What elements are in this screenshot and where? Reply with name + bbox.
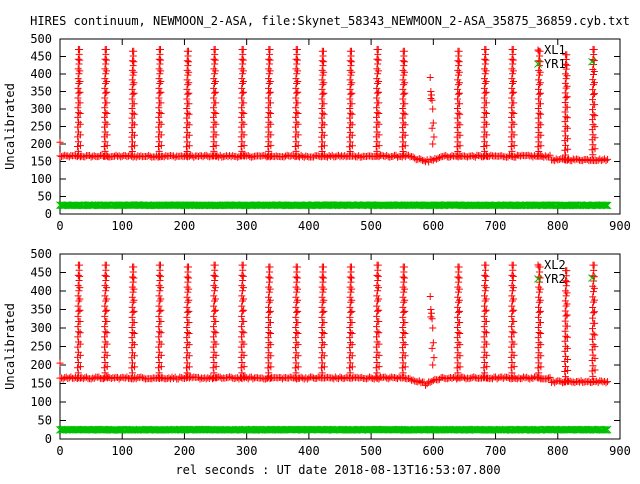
- x-tick-label: 600: [422, 219, 444, 233]
- x-tick-label: 700: [485, 219, 507, 233]
- y-tick-label: 350: [30, 85, 52, 99]
- y-tick-label: 200: [30, 137, 52, 151]
- series-yr1: [56, 57, 612, 210]
- x-tick-label: 900: [609, 444, 631, 458]
- y-tick-label: 150: [30, 377, 52, 391]
- legend-label: YR2: [544, 272, 566, 286]
- series-xl1: [56, 46, 612, 166]
- x-tick-label: 100: [111, 219, 133, 233]
- y-tick-label: 0: [45, 432, 52, 446]
- y-tick-label: 450: [30, 266, 52, 280]
- x-tick-label: 0: [56, 444, 63, 458]
- x-tick-label: 400: [298, 444, 320, 458]
- x-tick-label: 500: [360, 444, 382, 458]
- legend-label: XL2: [544, 258, 566, 272]
- legend-marker: [534, 46, 542, 54]
- y-tick-label: 250: [30, 120, 52, 134]
- x-tick-label: 800: [547, 219, 569, 233]
- x-tick-label: 400: [298, 219, 320, 233]
- x-tick-label: 900: [609, 219, 631, 233]
- x-tick-label: 300: [236, 444, 258, 458]
- chart-panel-2: 0 50 100 150 200 250 300 350 400 450 500 0 100 200 300…: [3, 247, 631, 458]
- x-tick-label: 300: [236, 219, 258, 233]
- y-tick-label: 0: [45, 207, 52, 221]
- y-tick-label: 300: [30, 321, 52, 335]
- x-tick-label: 200: [174, 219, 196, 233]
- y-tick-label: 300: [30, 102, 52, 116]
- y-tick-label: 50: [38, 414, 52, 428]
- y-tick-label: 450: [30, 50, 52, 64]
- legend-label: XL1: [544, 43, 566, 57]
- y-tick-label: 500: [30, 247, 52, 261]
- x-tick-label: 700: [485, 444, 507, 458]
- legend-marker: [534, 60, 542, 68]
- series-yr2: [56, 274, 612, 434]
- series-xl1-markers: [56, 46, 612, 166]
- x-tick-label: 600: [422, 444, 444, 458]
- series-xl2: [56, 261, 612, 389]
- x-tick-label: 200: [174, 444, 196, 458]
- y-tick-label: 400: [30, 284, 52, 298]
- x-tick-label: 800: [547, 444, 569, 458]
- x-tick-label: 0: [56, 219, 63, 233]
- series-yr2-markers: [56, 274, 612, 434]
- y-tick-label: 200: [30, 358, 52, 372]
- y-tick-label: 500: [30, 32, 52, 46]
- legend-marker: [534, 261, 542, 269]
- y-tick-label: 150: [30, 155, 52, 169]
- y-tick-label: 350: [30, 303, 52, 317]
- y-axis-label: Uncalibrated: [3, 83, 17, 170]
- series-yr1-markers: [56, 57, 612, 210]
- y-tick-label: 50: [38, 190, 52, 204]
- legend-label: YR1: [544, 57, 566, 71]
- y-axis-label: Uncalibrated: [3, 303, 17, 390]
- x-tick-label: 100: [111, 444, 133, 458]
- chart-panel-1: 0 50 100 150 200 250 300 350 400 450 500 0 100 200 300…: [3, 32, 631, 233]
- y-tick-label: 100: [30, 172, 52, 186]
- y-tick-label: 400: [30, 67, 52, 81]
- x-axis-label: rel seconds : UT date 2018-08-13T16:53:0…: [175, 463, 500, 477]
- x-tick-label: 500: [360, 219, 382, 233]
- y-tick-label: 100: [30, 395, 52, 409]
- y-tick-label: 250: [30, 340, 52, 354]
- series-xl2-markers: [56, 261, 612, 389]
- figure-title: HIRES continuum, NEWMOON_2-ASA, file:Sky…: [30, 14, 630, 28]
- legend-marker: [534, 275, 542, 283]
